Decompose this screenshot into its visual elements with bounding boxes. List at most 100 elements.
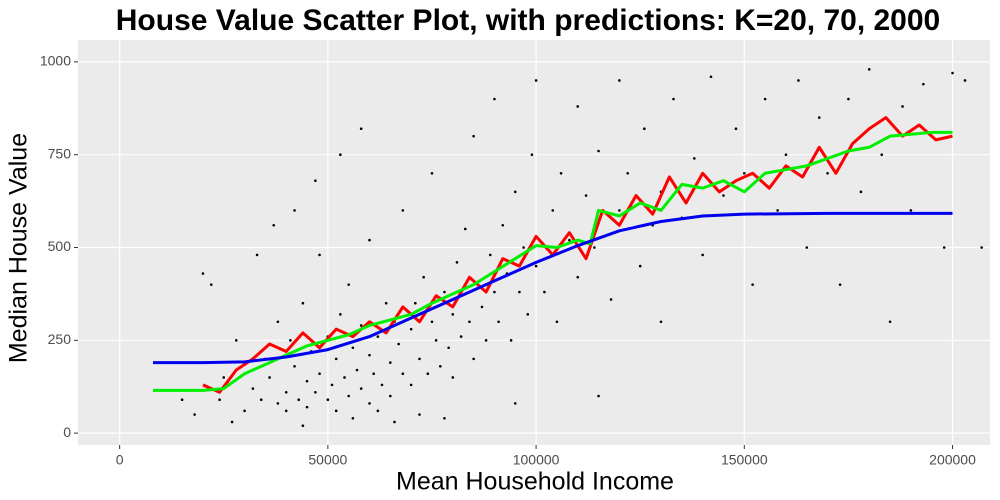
point — [584, 194, 588, 197]
point — [293, 209, 296, 212]
point — [722, 194, 725, 197]
point — [501, 223, 505, 227]
point — [193, 413, 196, 416]
point — [276, 320, 280, 324]
point — [418, 413, 421, 416]
point — [497, 320, 500, 324]
point — [318, 372, 321, 376]
point — [284, 390, 288, 394]
point — [447, 346, 450, 350]
point — [314, 179, 317, 182]
point — [838, 283, 842, 286]
point — [289, 339, 292, 342]
point — [468, 320, 471, 324]
point — [559, 171, 563, 175]
point — [434, 339, 438, 342]
point — [480, 305, 484, 309]
point — [597, 149, 600, 153]
point — [951, 71, 954, 75]
point — [384, 301, 388, 305]
x-tick-label: 50000 — [308, 452, 347, 468]
line — [152, 211, 953, 365]
point — [518, 290, 521, 294]
point — [618, 209, 621, 212]
point — [576, 105, 580, 108]
point — [659, 320, 663, 324]
point — [784, 153, 788, 157]
point — [534, 264, 538, 268]
point — [817, 116, 821, 119]
point — [493, 97, 496, 101]
point — [963, 79, 967, 82]
point — [638, 264, 642, 268]
point — [455, 261, 459, 264]
point — [334, 409, 338, 413]
point — [451, 313, 455, 316]
point — [230, 420, 234, 424]
x-axis-title: Mean Household Income — [396, 468, 674, 496]
point — [305, 405, 309, 409]
point — [347, 394, 350, 398]
point — [376, 409, 380, 413]
point — [534, 79, 538, 82]
point — [909, 209, 913, 212]
point — [268, 376, 271, 379]
point — [459, 335, 463, 338]
point — [867, 68, 871, 71]
point — [284, 409, 288, 413]
point — [551, 209, 555, 212]
point — [376, 335, 380, 338]
point — [318, 253, 321, 257]
point — [430, 171, 434, 175]
point — [409, 327, 413, 331]
point — [568, 238, 571, 242]
point — [922, 82, 925, 86]
point — [555, 320, 559, 324]
point — [293, 365, 296, 368]
point — [368, 353, 371, 357]
point — [901, 105, 904, 108]
point — [397, 342, 400, 346]
point — [418, 357, 421, 361]
y-tick-label: 750 — [48, 145, 72, 161]
point — [355, 368, 359, 372]
point — [276, 402, 280, 405]
point — [380, 383, 384, 387]
point — [339, 313, 342, 316]
y-tick-label: 0 — [63, 424, 71, 440]
point — [734, 127, 738, 131]
point — [618, 79, 621, 82]
point — [401, 209, 405, 212]
point — [326, 398, 330, 402]
point — [593, 246, 596, 249]
y-axis-title: Median House Value — [5, 133, 33, 363]
point — [368, 402, 371, 405]
point — [743, 171, 746, 175]
point — [243, 409, 246, 413]
point — [626, 171, 629, 175]
point — [643, 127, 646, 131]
x-tick-label: 200000 — [929, 452, 976, 468]
x-tick-label: 100000 — [513, 452, 560, 468]
point — [414, 301, 417, 305]
point — [826, 171, 829, 175]
point — [880, 153, 884, 157]
point — [359, 127, 363, 131]
x-tick-label: 0 — [116, 452, 124, 468]
point — [576, 275, 580, 279]
point — [314, 390, 317, 394]
point — [493, 290, 496, 294]
point — [409, 383, 413, 387]
point — [597, 394, 600, 398]
point — [251, 387, 255, 390]
point — [513, 402, 517, 405]
point — [351, 346, 355, 350]
point — [484, 339, 488, 342]
point — [359, 324, 363, 327]
point — [859, 190, 863, 194]
point — [763, 97, 767, 101]
point — [526, 313, 530, 316]
point — [463, 227, 467, 231]
y-tick-label: 500 — [48, 238, 72, 254]
